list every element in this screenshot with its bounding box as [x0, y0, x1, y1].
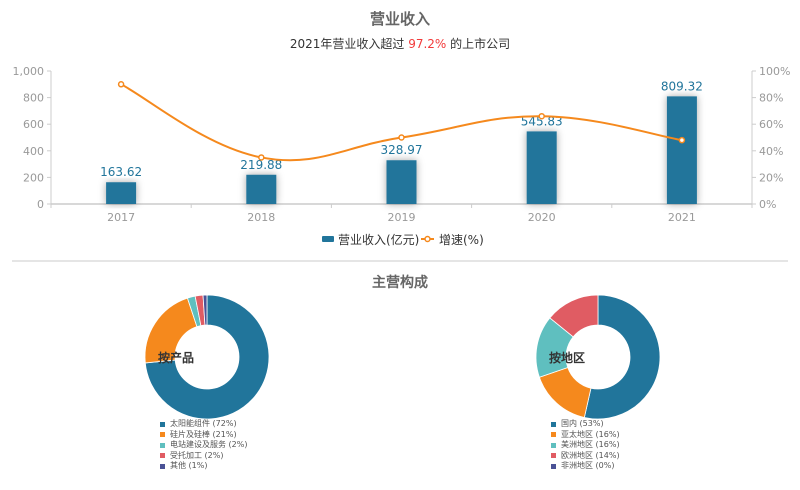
subtitle-prefix: 2021年营业收入超过 — [289, 37, 409, 51]
right-axis-tick: 20% — [759, 171, 783, 184]
bar-value-label: 163.62 — [100, 165, 142, 179]
legend-item[interactable]: 美洲地区 (16%) — [551, 440, 620, 451]
chart-title: 营业收入 — [369, 10, 430, 28]
legend-item[interactable]: 电站建设及服务 (2%) — [160, 440, 247, 451]
section-divider — [12, 260, 788, 262]
legend-item[interactable]: 欧洲地区 (14%) — [551, 451, 620, 462]
right-axis-tick: 40% — [759, 145, 783, 158]
legend-swatch-icon — [551, 421, 556, 427]
legend-item-label: 硅片及硅棒 (21%) — [170, 429, 237, 439]
right-axis-tick: 100% — [759, 65, 790, 78]
legend-swatch-icon — [160, 453, 165, 459]
legend-swatch-icon — [160, 442, 165, 448]
legend-growth-label[interactable]: 增速(%) — [439, 233, 484, 247]
x-axis-label: 2020 — [528, 211, 556, 224]
revenue-bar[interactable] — [246, 174, 277, 204]
legend-item-label: 其他 (1%) — [170, 461, 208, 470]
left-axis-tick: 400 — [23, 145, 44, 158]
left-axis-tick: 0 — [37, 198, 44, 211]
region-donut-chart — [535, 294, 661, 420]
legend-item[interactable]: 亚太地区 (16%) — [551, 430, 620, 441]
legend-bar-swatch-icon — [322, 236, 334, 242]
growth-rate-point[interactable] — [538, 112, 545, 120]
x-axis-label: 2019 — [388, 211, 416, 224]
revenue-bar[interactable] — [386, 160, 417, 204]
region-legend: 国内 (53%) 亚太地区 (16%) 美洲地区 (16%) 欧洲地区 (14%) 非洲… — [551, 419, 620, 472]
growth-rate-point[interactable] — [117, 81, 125, 88]
legend-swatch-icon — [551, 453, 556, 459]
chart-legend: 营业收入(亿元) 增速(%) — [322, 232, 484, 247]
legend-item[interactable]: 其他 (1%) — [160, 461, 247, 472]
revenue-bar-line-chart: 0 200 400 600 800 1,000 0% 20% 40% 60% 80% 100% 2017… — [13, 65, 791, 247]
legend-swatch-icon — [551, 442, 556, 448]
chart-subtitle: 2021年营业收入超过 97.2% 的上市公司 — [0, 35, 800, 52]
legend-swatch-icon — [160, 432, 165, 438]
donut-slice[interactable] — [549, 294, 599, 338]
legend-swatch-icon — [160, 421, 165, 427]
bar-value-label: 328.97 — [381, 143, 423, 157]
product-donut-label: 按产品 — [158, 351, 195, 365]
left-axis-tick: 200 — [23, 171, 44, 184]
bar-value-label: 219.88 — [240, 158, 282, 172]
legend-item-label: 欧洲地区 (14%) — [561, 450, 620, 460]
growth-rate-point[interactable] — [258, 154, 265, 161]
x-axis-label: 2018 — [247, 211, 275, 224]
legend-item-label: 受托加工 (2%) — [170, 450, 224, 460]
revenue-bar[interactable] — [526, 131, 557, 204]
legend-item[interactable]: 硅片及硅棒 (21%) — [160, 430, 247, 441]
donut-slice[interactable] — [583, 294, 661, 420]
revenue-bar[interactable] — [106, 182, 137, 204]
legend-swatch-icon — [551, 463, 556, 469]
left-axis-tick: 1,000 — [13, 65, 45, 78]
subtitle-suffix: 的上市公司 — [446, 37, 511, 51]
growth-rate-point[interactable] — [398, 134, 405, 141]
product-donut-chart — [144, 294, 270, 420]
legend-item[interactable]: 国内 (53%) — [551, 419, 620, 430]
right-axis-tick: 60% — [759, 118, 783, 131]
left-axis-tick: 600 — [23, 118, 44, 131]
legend-item[interactable]: 太阳能组件 (72%) — [160, 419, 247, 430]
legend-item-label: 亚太地区 (16%) — [561, 429, 620, 439]
donut-slice[interactable] — [202, 294, 208, 326]
legend-item-label: 国内 (53%) — [561, 419, 604, 428]
product-legend: 太阳能组件 (72%) 硅片及硅棒 (21%) 电站建设及服务 (2%) 受托加工 (… — [160, 419, 247, 472]
legend-swatch-icon — [551, 432, 556, 438]
bar-value-label: 809.32 — [661, 79, 703, 93]
section-title: 主营构成 — [372, 275, 428, 291]
region-donut-label: 按地区 — [549, 351, 586, 365]
legend-item[interactable]: 受托加工 (2%) — [160, 451, 247, 462]
x-axis-label: 2021 — [668, 211, 696, 224]
legend-revenue-label[interactable]: 营业收入(亿元) — [338, 232, 419, 247]
legend-item-label: 美洲地区 (16%) — [561, 440, 620, 449]
revenue-bar[interactable] — [666, 96, 697, 204]
subtitle-highlight: 97.2% — [408, 37, 447, 51]
donut-slice[interactable] — [144, 294, 270, 420]
right-axis-tick: 80% — [759, 92, 783, 105]
legend-item[interactable]: 非洲地区 (0%) — [551, 461, 620, 472]
left-axis-tick: 800 — [23, 92, 44, 105]
x-axis-label: 2017 — [107, 211, 135, 224]
legend-item-label: 非洲地区 (0%) — [561, 461, 615, 470]
legend-item-label: 电站建设及服务 (2%) — [170, 440, 248, 449]
right-axis-tick: 0% — [759, 198, 776, 211]
growth-rate-point[interactable] — [678, 136, 686, 144]
legend-item-label: 太阳能组件 (72%) — [170, 419, 237, 428]
legend-swatch-icon — [160, 463, 165, 469]
bar-value-label: 545.83 — [521, 114, 563, 128]
